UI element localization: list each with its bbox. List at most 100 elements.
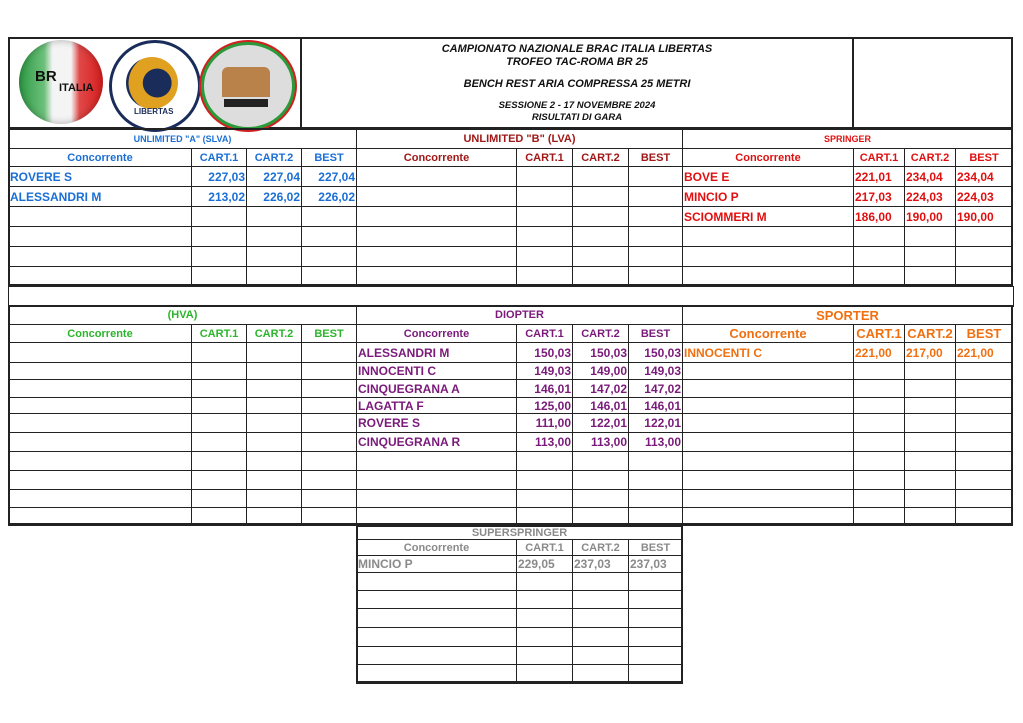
score-cell [904,266,956,287]
score-cell [853,226,905,247]
score-cell [191,413,247,433]
results-label: RISULTATI DI GARA [531,112,623,123]
score-cell: 146,01 [516,379,573,398]
competitor-name: CINQUEGRANA A [356,379,517,398]
score-cell [572,572,629,591]
separator-band [8,286,1014,307]
column-header-best: BEST [301,148,357,167]
competitor-name [356,266,517,287]
score-cell [191,342,247,363]
score-cell [628,608,683,628]
score-cell [572,166,629,187]
brac-italia-logo: BR ITALIA [19,40,103,124]
column-header-cart2: CART.2 [572,148,629,167]
score-cell: 190,00 [904,206,956,227]
competitor-name [682,451,854,471]
score-cell [516,646,573,665]
score-cell [628,226,683,247]
score-cell [191,432,247,452]
score-cell [191,226,247,247]
score-cell [853,246,905,267]
competitor-name [356,226,517,247]
score-cell [628,507,683,526]
competitor-name [8,489,192,508]
score-cell [853,413,905,433]
competitor-name: ALESSANDRI M [8,186,192,207]
score-cell [628,489,683,508]
score-cell [572,664,629,684]
championship-title: CAMPIONATO NAZIONALE BRAC ITALIA LIBERTA… [441,43,713,55]
score-cell [246,342,302,363]
score-cell [904,362,956,380]
competitor-name [8,413,192,433]
competitor-name [8,432,192,452]
score-cell [191,266,247,287]
competitor-name [8,342,192,363]
score-cell: 237,03 [572,555,629,573]
libertas-logo: LIBERTAS [109,40,201,132]
score-cell [516,246,573,267]
column-header-cart1: CART.1 [191,148,247,167]
score-cell [628,646,683,665]
score-cell [904,397,956,414]
competitor-name [682,266,854,287]
column-header-best: BEST [628,539,683,556]
score-cell [301,470,357,490]
competitor-name: INNOCENTI C [682,342,854,363]
score-cell: 226,02 [246,186,302,207]
competitor-name [356,507,517,526]
competitor-name: ROVERE S [356,413,517,433]
score-cell: 224,03 [904,186,956,207]
score-cell [628,590,683,609]
score-cell: 226,02 [301,186,357,207]
column-header-concorrente: Concorrente [356,148,517,167]
score-cell [191,489,247,508]
score-cell: 150,03 [516,342,573,363]
score-cell [955,397,1013,414]
column-header-concorrente: Concorrente [8,324,192,343]
score-cell [904,432,956,452]
score-cell [904,507,956,526]
score-cell [955,362,1013,380]
score-cell: 227,03 [191,166,247,187]
score-cell [301,413,357,433]
section-title-unlimited-b-lva: UNLIMITED "B" (LVA) [356,128,683,149]
score-cell [301,206,357,227]
score-cell [904,413,956,433]
column-header-cart2: CART.2 [572,324,629,343]
score-cell [246,413,302,433]
competitor-name [356,246,517,267]
header-divider-right [852,37,854,129]
section-title-unlimited-a-slva: UNLIMITED "A" (SLVA) [8,128,357,149]
score-cell [191,246,247,267]
trophy-title: TROFEO TAC-ROMA BR 25 [506,56,648,68]
score-cell [572,246,629,267]
score-cell [904,451,956,471]
score-cell [628,166,683,187]
score-cell [301,246,357,267]
competitor-name [356,470,517,490]
score-cell [853,507,905,526]
score-cell [516,572,573,591]
column-header-cart2: CART.2 [572,539,629,556]
score-cell [628,266,683,287]
competitor-name [682,489,854,508]
score-cell [191,507,247,526]
competitor-name: CINQUEGRANA R [356,432,517,452]
score-cell [853,432,905,452]
score-cell: 113,00 [628,432,683,452]
competitor-name [682,470,854,490]
score-cell [572,206,629,227]
score-cell [191,451,247,471]
score-cell [853,379,905,398]
competitor-name [356,206,517,227]
competitor-name [8,206,192,227]
competitor-name [356,627,517,647]
section-title-diopter: DIOPTER [356,305,683,325]
competitor-name [8,362,192,380]
column-header-best: BEST [955,148,1013,167]
score-cell [246,489,302,508]
score-cell [301,362,357,380]
score-cell: 125,00 [516,397,573,414]
score-cell [301,342,357,363]
